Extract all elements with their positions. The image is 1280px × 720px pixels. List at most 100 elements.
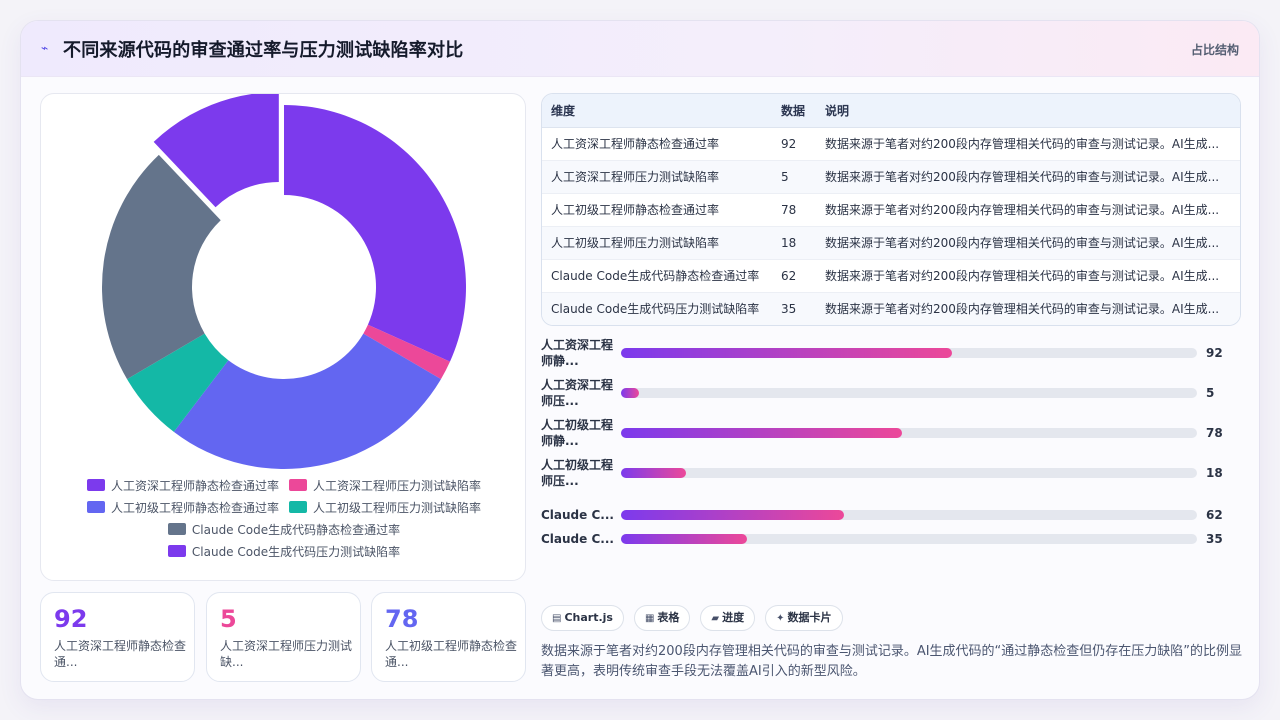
kpi-card-2: 5 人工资深工程师压力测试缺... — [206, 592, 361, 682]
bar-track — [621, 510, 1197, 520]
kpi-card-1: 92 人工资深工程师静态检查通... — [40, 592, 195, 682]
legend-item[interactable]: 人工初级工程师静态检查通过率 — [86, 499, 279, 516]
cell-dimension: 人工初级工程师静态检查通过率 — [542, 193, 772, 227]
legend-label: 人工初级工程师压力测试缺陷率 — [313, 500, 482, 515]
donut-slice[interactable] — [363, 324, 450, 380]
legend-label: Claude Code生成代码静态检查通过率 — [191, 522, 401, 537]
bar-value: 62 — [1206, 508, 1223, 522]
legend-label: 人工初级工程师静态检查通过率 — [110, 500, 279, 515]
chip-label: Chart.js — [564, 611, 613, 624]
donut-slice[interactable] — [284, 105, 467, 362]
legend-swatch — [167, 545, 186, 557]
column-header-description: 说明 — [816, 94, 1240, 128]
legend-item[interactable]: Claude Code生成代码静态检查通过率 — [167, 521, 401, 538]
legend-row: 人工资深工程师静态检查通过率 人工资深工程师压力测试缺陷率 — [41, 474, 527, 496]
bar-label: Claude C... — [541, 508, 614, 522]
legend-item[interactable]: Claude Code生成代码压力测试缺陷率 — [167, 543, 401, 560]
legend-swatch — [167, 523, 186, 535]
donut-slice[interactable] — [173, 333, 441, 469]
column-header-dimension: 维度 — [542, 94, 772, 128]
cell-value: 92 — [772, 127, 816, 161]
chip-label: 进度 — [722, 611, 745, 624]
chip-label: 数据卡片 — [787, 611, 832, 624]
bar-label: 人工初级工程师压... — [541, 458, 614, 488]
dashboard-card: ⌁ 不同来源代码的审查通过率与压力测试缺陷率对比 占比结构 人工资深工程师静态检… — [20, 20, 1260, 700]
data-table: 维度 数据 说明 人工资深工程师静态检查通过率 92 数据来源于笔者对约200段内存… — [542, 94, 1240, 325]
header-bar: ⌁ 不同来源代码的审查通过率与压力测试缺陷率对比 占比结构 — [21, 21, 1259, 77]
chip-sparkle[interactable]: ✦ 数据卡片 — [765, 605, 843, 631]
table-icon: ▦ — [644, 613, 655, 624]
progress-icon: ▰ — [711, 613, 720, 624]
cell-dimension: 人工初级工程师压力测试缺陷率 — [542, 226, 772, 260]
legend-row: Claude Code生成代码静态检查通过率 — [41, 518, 527, 540]
cell-dimension: 人工资深工程师静态检查通过率 — [542, 127, 772, 161]
donut-slice[interactable] — [101, 154, 221, 380]
table-row: 人工资深工程师静态检查通过率 92 数据来源于笔者对约200段内存管理相关代码的审查… — [542, 127, 1240, 161]
cell-value: 5 — [772, 160, 816, 194]
view-badge[interactable]: 占比结构 — [1190, 43, 1239, 57]
legend-swatch — [86, 479, 105, 491]
chart-legend: 人工资深工程师静态检查通过率 人工资深工程师压力测试缺陷率人工初级工程师静态检查通… — [41, 474, 527, 562]
donut-chart-panel: 人工资深工程师静态检查通过率 人工资深工程师压力测试缺陷率人工初级工程师静态检查通… — [40, 93, 526, 581]
table-header-row: 维度 数据 说明 — [542, 94, 1240, 128]
cell-value: 62 — [772, 259, 816, 293]
bar-value: 5 — [1206, 386, 1215, 400]
donut-slice[interactable] — [153, 94, 279, 208]
bar-fill — [621, 428, 902, 438]
cell-dimension: Claude Code生成代码压力测试缺陷率 — [551, 302, 760, 317]
kpi-value: 78 — [385, 605, 419, 633]
cell-value: 35 — [781, 301, 797, 316]
column-header-value: 数据 — [772, 94, 816, 128]
bar-track — [621, 468, 1197, 478]
cell-description: 数据来源于笔者对约200段内存管理相关代码的审查与测试记录。AI生成... — [816, 226, 1240, 260]
legend-item[interactable]: 人工资深工程师压力测试缺陷率 — [289, 477, 481, 494]
legend-row: 人工初级工程师静态检查通过率 人工初级工程师压力测试缺陷率 — [41, 496, 527, 518]
bar-value: 35 — [1206, 532, 1223, 546]
page-title: 不同来源代码的审查通过率与压力测试缺陷率对比 — [63, 40, 464, 61]
bar-label: 人工初级工程师静... — [541, 418, 614, 448]
legend-swatch — [289, 479, 307, 491]
footnote-text: 数据来源于笔者对约200段内存管理相关代码的审查与测试记录。AI生成代码的“通过… — [541, 644, 1243, 679]
bar-fill — [621, 388, 639, 398]
sparkline-icon: ⌁ — [41, 41, 49, 55]
donut-chart — [101, 94, 467, 469]
cell-description: 数据来源于笔者对约200段内存管理相关代码的审查与测试记录。AI生成... — [825, 302, 1220, 317]
cell-description: 数据来源于笔者对约200段内存管理相关代码的审查与测试记录。AI生成... — [816, 127, 1240, 161]
donut-slice[interactable] — [127, 333, 229, 432]
chart-icon: ▤ — [552, 613, 562, 624]
legend-item[interactable]: 人工资深工程师静态检查通过率 — [86, 477, 279, 494]
sparkle-icon: ✦ — [776, 613, 785, 624]
legend-swatch — [86, 501, 105, 513]
cell-description: 数据来源于笔者对约200段内存管理相关代码的审查与测试记录。AI生成... — [816, 193, 1240, 227]
kpi-value: 92 — [54, 605, 88, 633]
cell-dimension: 人工资深工程师压力测试缺陷率 — [542, 160, 772, 194]
kpi-label: 人工初级工程师静态检查通... — [385, 639, 518, 669]
chip-progress[interactable]: ▰ 进度 — [700, 605, 756, 631]
bar-value: 92 — [1206, 346, 1223, 360]
bar-label: Claude C... — [541, 532, 614, 546]
cell-dimension: Claude Code生成代码静态检查通过率 — [542, 259, 772, 293]
bar-track — [621, 348, 1197, 358]
cell-description: 数据来源于笔者对约200段内存管理相关代码的审查与测试记录。AI生成... — [816, 259, 1240, 293]
data-table-panel: 维度 数据 说明 人工资深工程师静态检查通过率 92 数据来源于笔者对约200段内存… — [541, 93, 1241, 326]
table-row: 人工初级工程师静态检查通过率 78 数据来源于笔者对约200段内存管理相关代码的审查… — [542, 193, 1240, 227]
bar-fill — [621, 468, 686, 478]
chip-table[interactable]: ▦ 表格 — [633, 605, 691, 631]
bar-fill — [621, 534, 747, 544]
legend-label: 人工资深工程师压力测试缺陷率 — [313, 478, 482, 493]
chip-label: 表格 — [657, 611, 680, 624]
table-row: 人工资深工程师压力测试缺陷率 5 数据来源于笔者对约200段内存管理相关代码的审查与… — [542, 160, 1240, 194]
kpi-label: 人工资深工程师压力测试缺... — [220, 639, 353, 669]
bar-label: 人工资深工程师压... — [541, 378, 614, 408]
cell-description: 数据来源于笔者对约200段内存管理相关代码的审查与测试记录。AI生成... — [816, 160, 1240, 194]
bar-track — [621, 534, 1197, 544]
bar-fill — [621, 348, 953, 358]
bar-fill — [621, 510, 845, 520]
bar-value: 18 — [1206, 466, 1223, 480]
table-row: 人工初级工程师压力测试缺陷率 18 数据来源于笔者对约200段内存管理相关代码的审查… — [542, 226, 1240, 260]
table-row: Claude Code生成代码压力测试缺陷率 35 数据来源于笔者对约200段内存管… — [542, 292, 1240, 325]
chip-chart[interactable]: ▤ Chart.js — [541, 605, 624, 631]
legend-label: Claude Code生成代码压力测试缺陷率 — [191, 544, 401, 559]
legend-item[interactable]: 人工初级工程师压力测试缺陷率 — [289, 499, 481, 516]
progress-bar-list: 人工资深工程师静... 92 人工资深工程师压... 5 人工初级工程师静... 78 人工… — [541, 337, 1241, 547]
